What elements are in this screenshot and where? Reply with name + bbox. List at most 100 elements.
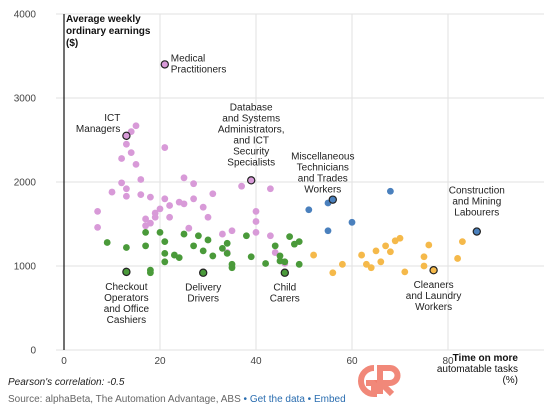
data-point[interactable] xyxy=(123,185,130,193)
data-point[interactable] xyxy=(123,192,130,200)
data-point[interactable] xyxy=(108,188,116,196)
data-point[interactable] xyxy=(151,213,159,221)
data-point[interactable] xyxy=(190,195,198,203)
get-data-link[interactable]: Get the data xyxy=(249,394,305,405)
data-point[interactable] xyxy=(137,191,145,199)
data-points[interactable] xyxy=(94,122,466,277)
data-point[interactable] xyxy=(305,206,313,214)
data-point[interactable] xyxy=(142,229,150,236)
data-point[interactable] xyxy=(147,219,154,227)
data-point[interactable] xyxy=(204,213,212,221)
data-point[interactable] xyxy=(147,269,154,277)
data-point[interactable] xyxy=(190,180,198,188)
highlighted-point[interactable] xyxy=(246,176,256,185)
highlighted-point[interactable] xyxy=(328,195,337,204)
data-point[interactable] xyxy=(204,236,212,244)
data-point[interactable] xyxy=(377,258,385,266)
data-point[interactable] xyxy=(454,255,461,262)
data-point[interactable] xyxy=(195,232,202,240)
data-point[interactable] xyxy=(372,247,380,255)
data-point[interactable] xyxy=(348,218,356,226)
data-point[interactable] xyxy=(103,239,111,246)
data-point[interactable] xyxy=(123,140,130,148)
data-point[interactable] xyxy=(142,242,150,250)
data-point[interactable] xyxy=(401,268,409,276)
data-point[interactable] xyxy=(94,208,101,215)
highlighted-point[interactable] xyxy=(429,266,438,275)
data-point[interactable] xyxy=(228,227,236,235)
data-point[interactable] xyxy=(339,260,346,268)
data-point[interactable] xyxy=(223,250,231,257)
data-point[interactable] xyxy=(166,202,174,209)
data-point[interactable] xyxy=(209,190,217,198)
data-point[interactable] xyxy=(425,241,433,249)
data-point[interactable] xyxy=(396,234,404,242)
data-point[interactable] xyxy=(387,187,394,195)
data-point[interactable] xyxy=(219,244,226,252)
data-point[interactable] xyxy=(118,155,125,162)
labeled-points[interactable] xyxy=(122,60,481,277)
data-point[interactable] xyxy=(382,242,389,250)
data-point[interactable] xyxy=(267,185,274,193)
data-point[interactable] xyxy=(142,215,150,223)
data-point[interactable] xyxy=(281,258,289,266)
data-point[interactable] xyxy=(185,224,193,232)
embed-link[interactable]: Embed xyxy=(313,394,346,405)
data-point[interactable] xyxy=(459,238,466,246)
data-point[interactable] xyxy=(219,230,226,238)
data-point[interactable] xyxy=(199,203,207,211)
highlighted-point[interactable] xyxy=(122,131,131,140)
data-point[interactable] xyxy=(180,174,188,182)
data-point[interactable] xyxy=(420,253,428,261)
data-point[interactable] xyxy=(180,200,188,208)
highlighted-point[interactable] xyxy=(122,267,131,277)
data-point[interactable] xyxy=(161,238,169,246)
data-point[interactable] xyxy=(329,269,337,277)
data-point[interactable] xyxy=(180,230,188,238)
data-point[interactable] xyxy=(286,233,293,241)
data-point[interactable] xyxy=(363,260,370,268)
highlighted-point[interactable] xyxy=(160,60,169,69)
data-point[interactable] xyxy=(118,179,125,187)
data-point[interactable] xyxy=(223,239,231,247)
data-point[interactable] xyxy=(367,264,375,272)
data-point[interactable] xyxy=(267,232,274,240)
data-point[interactable] xyxy=(161,144,169,151)
data-point[interactable] xyxy=(156,205,164,213)
data-point[interactable] xyxy=(156,229,164,236)
data-point[interactable] xyxy=(324,227,332,235)
data-point[interactable] xyxy=(127,149,135,157)
data-point[interactable] xyxy=(252,218,260,225)
data-point[interactable] xyxy=(123,244,130,251)
data-point[interactable] xyxy=(252,229,260,236)
data-point[interactable] xyxy=(310,251,317,259)
data-point[interactable] xyxy=(228,264,236,272)
data-point[interactable] xyxy=(175,254,183,261)
data-point[interactable] xyxy=(166,213,174,221)
data-point[interactable] xyxy=(209,252,217,260)
data-point[interactable] xyxy=(243,232,250,240)
data-point[interactable] xyxy=(262,260,269,267)
data-point[interactable] xyxy=(276,252,284,260)
data-point[interactable] xyxy=(295,260,303,268)
data-point[interactable] xyxy=(271,242,279,250)
highlighted-point[interactable] xyxy=(280,268,289,277)
data-point[interactable] xyxy=(252,208,260,215)
data-point[interactable] xyxy=(190,242,198,250)
data-point[interactable] xyxy=(271,249,279,256)
data-point[interactable] xyxy=(161,195,169,203)
data-point[interactable] xyxy=(132,122,140,130)
data-point[interactable] xyxy=(295,238,303,246)
data-point[interactable] xyxy=(161,258,169,266)
data-point[interactable] xyxy=(358,251,365,259)
data-point[interactable] xyxy=(132,160,140,168)
data-point[interactable] xyxy=(94,223,101,231)
data-point[interactable] xyxy=(387,248,394,256)
data-point[interactable] xyxy=(420,262,428,270)
data-point[interactable] xyxy=(137,176,145,183)
highlighted-point[interactable] xyxy=(198,268,208,277)
data-point[interactable] xyxy=(238,182,246,190)
data-point[interactable] xyxy=(147,193,154,201)
data-point[interactable] xyxy=(161,250,169,257)
data-point[interactable] xyxy=(199,247,207,255)
